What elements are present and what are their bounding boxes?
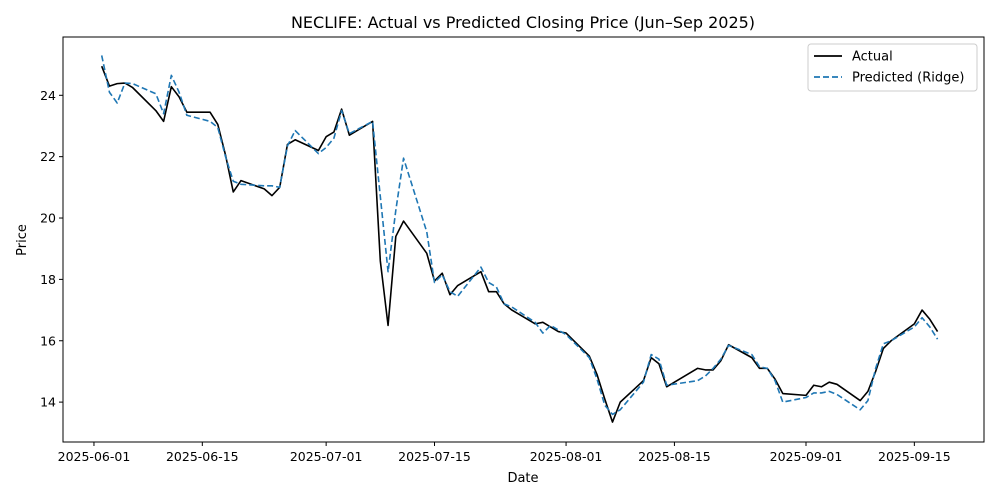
y-tick-label: 20 [40,211,56,226]
chart-title: NECLIFE: Actual vs Predicted Closing Pri… [291,13,755,32]
x-tick-label: 2025-07-01 [290,449,363,464]
y-axis-title: Price [15,224,30,256]
legend-label: Predicted (Ridge) [852,71,964,86]
y-tick-label: 24 [40,88,56,103]
series-line-actual [100,65,939,423]
axes-frame [62,36,985,443]
plot-area [100,55,939,423]
y-tick-label: 22 [40,149,56,164]
axes: 2025-06-01 2025-06-15 2025-07-01 2025-07-15… [40,36,985,464]
legend: Actual Predicted (Ridge) [807,43,978,92]
x-tick-label: 2025-08-15 [638,449,711,464]
y-tick-label: 14 [40,395,56,410]
x-tick-label: 2025-07-15 [398,449,471,464]
x-tick-label: 2025-06-01 [58,449,131,464]
x-tick-label: 2025-09-15 [878,449,951,464]
x-tick-label: 2025-09-01 [770,449,843,464]
x-tick-label: 2025-08-01 [530,449,603,464]
legend-label: Actual [852,50,893,65]
x-axis-title: Date [507,471,538,486]
y-tick-label: 18 [40,272,56,287]
legend-box [807,43,978,92]
y-tick-label: 16 [40,333,56,348]
x-tick-label: 2025-06-15 [166,449,239,464]
series-line-predicted [100,55,939,416]
